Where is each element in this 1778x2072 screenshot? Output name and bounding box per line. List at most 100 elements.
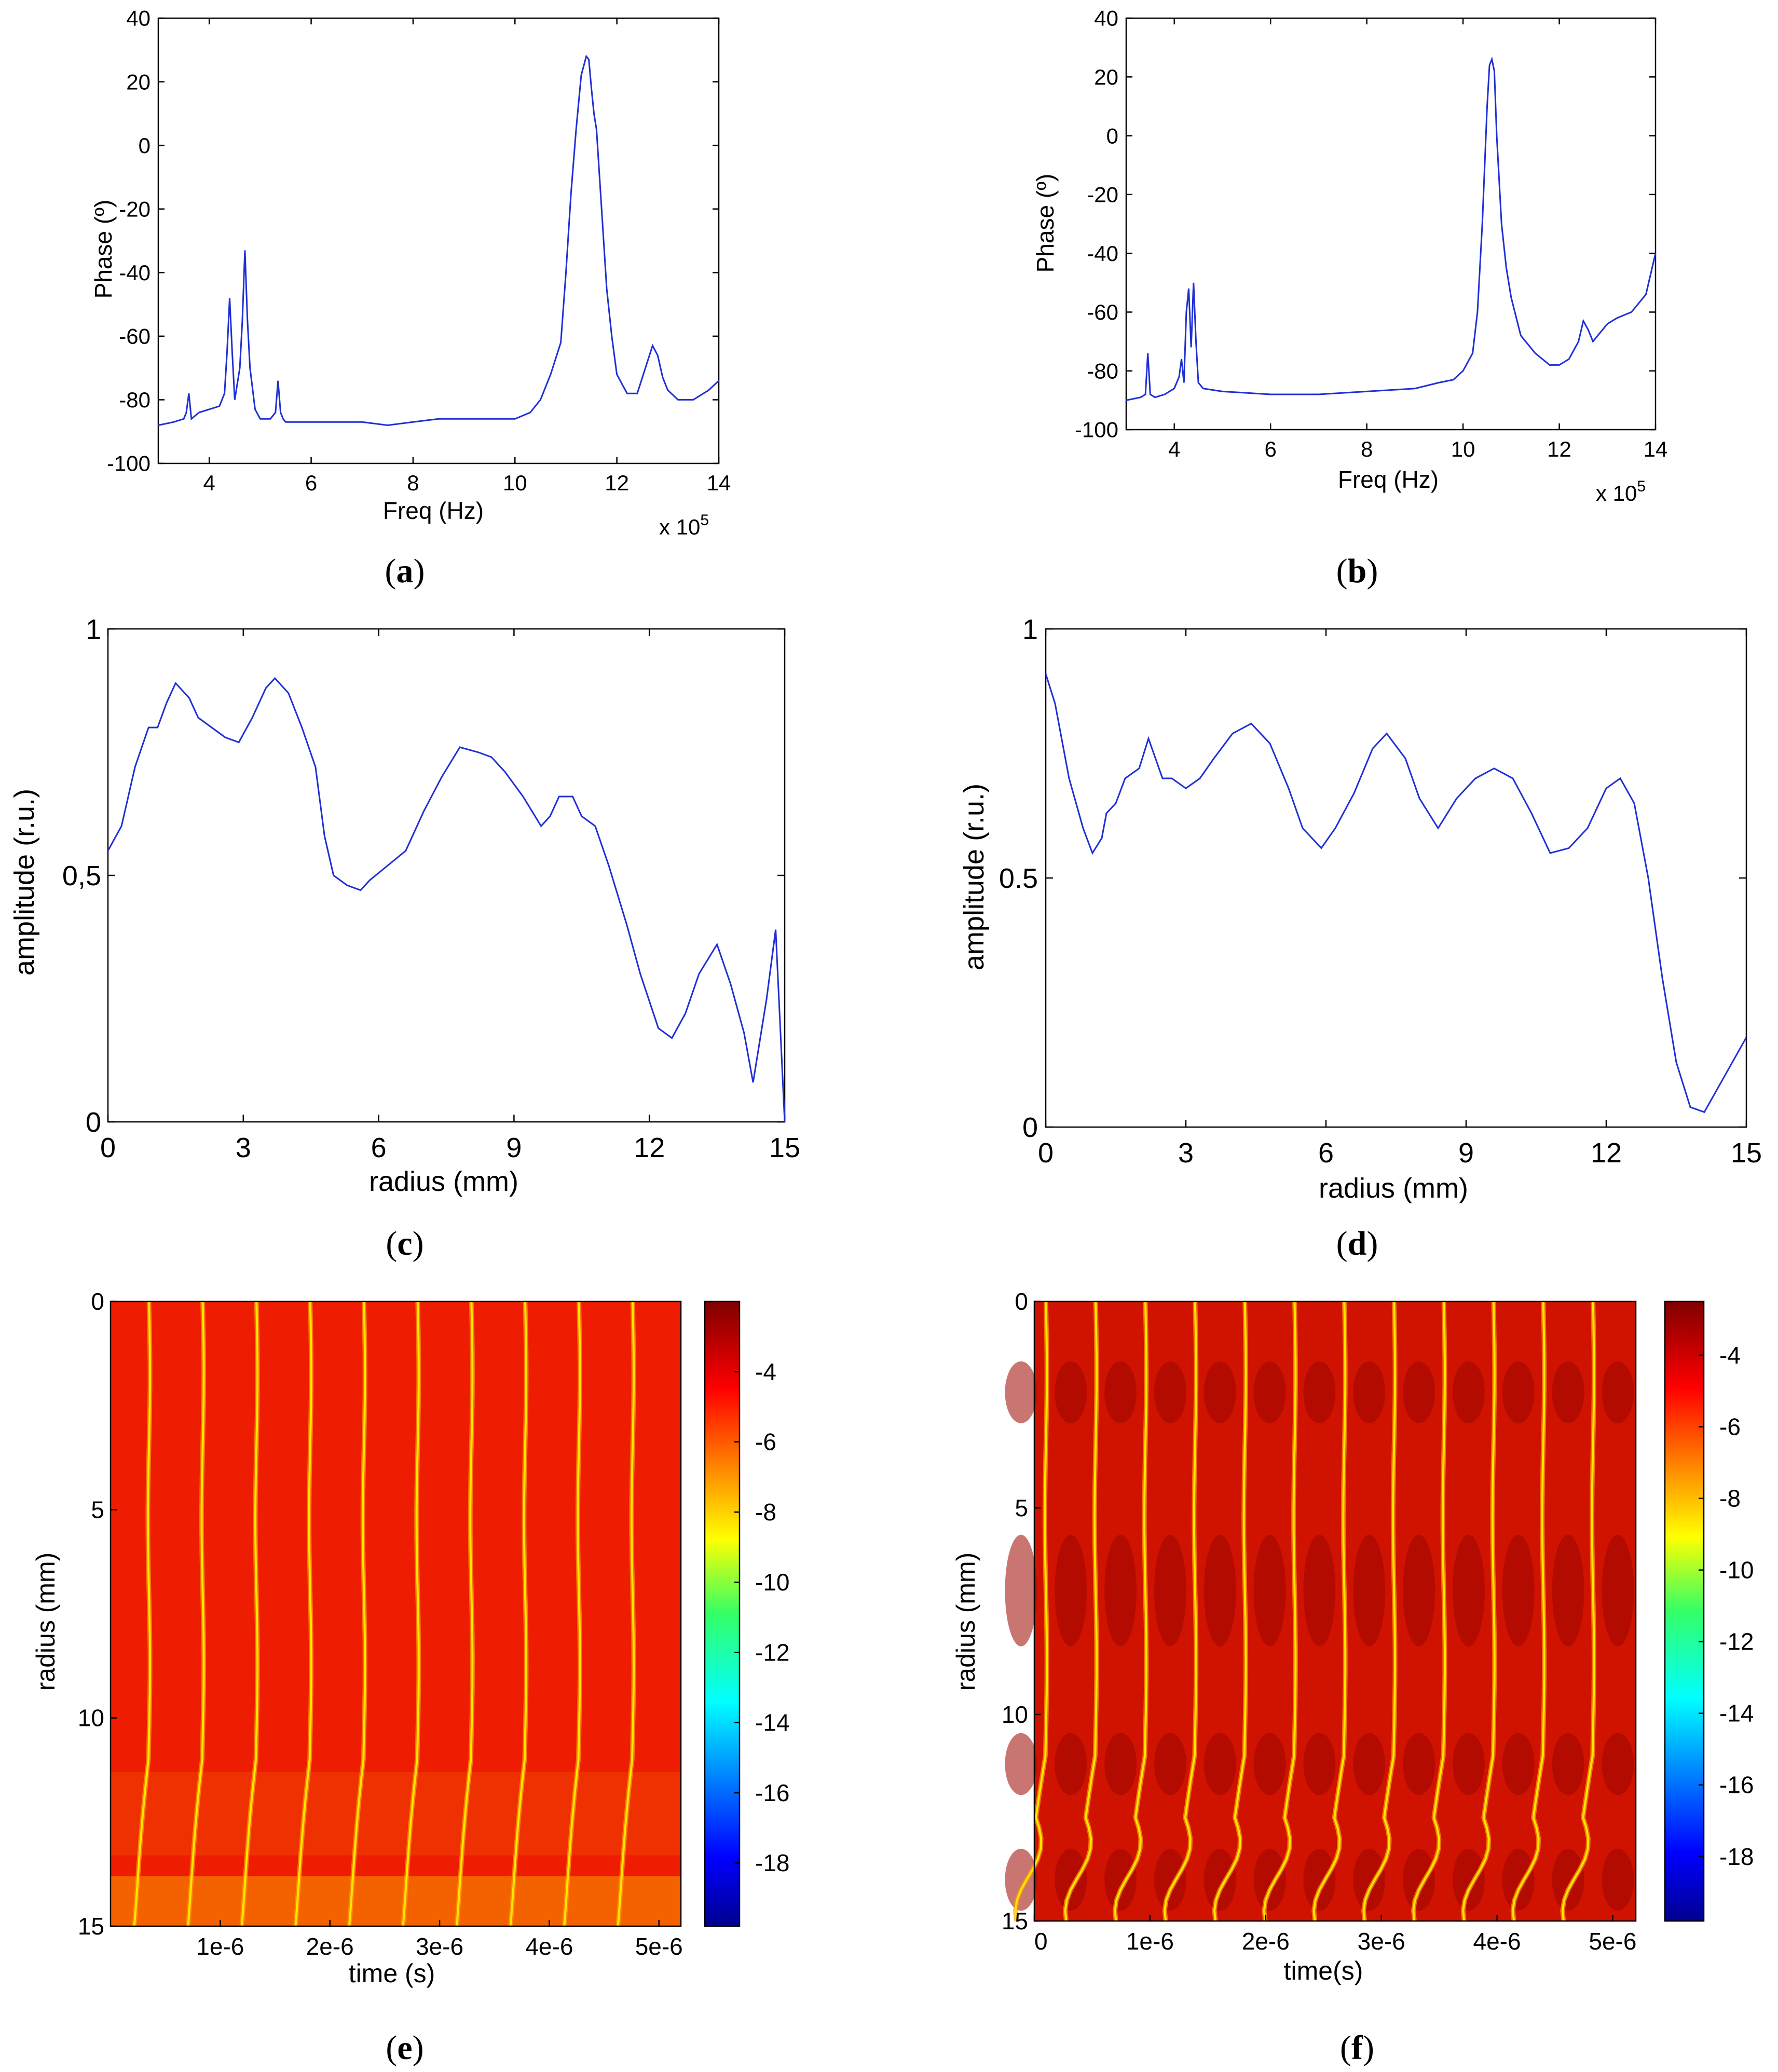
y-tick-label-b: 20 <box>1094 65 1118 89</box>
wavefront-f <box>1312 1301 1347 1922</box>
y-tick-label-a: 20 <box>126 70 151 94</box>
heatmap-band-e <box>111 1772 681 1856</box>
colorbar-tick-label-f: -16 <box>1719 1772 1754 1799</box>
wavefront-e <box>402 1301 420 1927</box>
heatmap-blob-f <box>1602 1534 1634 1646</box>
series-line-d <box>1045 673 1747 1114</box>
wavefront-f <box>1213 1301 1247 1922</box>
heatmap-blob-f <box>1303 1848 1336 1911</box>
plot-e-area: 1e-6 2e-6 3e-6 4e-6 5e-6 0 5 10 15 -4 -6 -8 -10 -12 -1… <box>78 1288 790 1960</box>
wavefront-e <box>133 1301 151 1927</box>
heatmap-blob-f <box>1203 1848 1236 1911</box>
x-tick-label-f: 5e-6 <box>1589 1928 1636 1955</box>
wavefront-e <box>187 1301 205 1927</box>
y-tick-label-f: 15 <box>1002 1908 1028 1934</box>
ylabel-c: amplitude (r.u.) <box>9 789 40 976</box>
heatmap-blob-f <box>1055 1534 1087 1646</box>
heatmap-blob-f <box>1005 1733 1037 1795</box>
exponent-power-b: 5 <box>1637 478 1646 495</box>
panel-label-a: (a) <box>385 552 425 590</box>
wavefront-e <box>294 1301 312 1927</box>
plot-frame-c <box>107 628 786 1123</box>
x-tick-label-c: 12 <box>634 1132 665 1163</box>
heatmap-blob-f <box>1154 1733 1186 1795</box>
heatmap-blob-f <box>1203 1733 1236 1795</box>
y-tick-label-f: 5 <box>1015 1494 1028 1521</box>
x-tick-label-d: 12 <box>1591 1137 1622 1169</box>
heatmap-blob-f <box>1403 1534 1435 1646</box>
heatmap-blob-f <box>1403 1848 1435 1911</box>
heatmap-frame-f <box>1033 1300 1637 1922</box>
x-tick-label-b: 6 <box>1265 437 1277 461</box>
colorbar-tick-label-e: -8 <box>755 1499 776 1526</box>
heatmap-blob-f <box>1453 1848 1485 1911</box>
heatmap-blob-f <box>1253 1733 1286 1795</box>
y-tick-label-a: 40 <box>126 6 151 31</box>
colorbar-tick-label-e: -18 <box>755 1849 789 1876</box>
plot-c-area: 0 3 6 9 12 15 0 0,5 1 <box>62 614 800 1163</box>
x-tick-label-a: 10 <box>503 471 527 495</box>
plot-d-area: 0 3 6 9 12 15 0 0.5 1 <box>999 614 1762 1169</box>
heatmap-blob-f <box>1154 1848 1186 1911</box>
y-tick-label-b: 40 <box>1094 6 1118 31</box>
heatmap-blob-f <box>1502 1848 1535 1911</box>
heatmap-blob-f <box>1055 1733 1087 1795</box>
y-tick-label-b: -20 <box>1087 183 1118 207</box>
y-tick-label-b: -80 <box>1087 359 1118 383</box>
heatmap-blob-f <box>1055 1848 1087 1911</box>
y-tick-label-b: -100 <box>1075 418 1118 442</box>
heatmap-blob-f <box>1353 1534 1386 1646</box>
x-tick-label-a: 14 <box>707 471 731 495</box>
y-tick-label-a: -100 <box>107 451 151 476</box>
panel-label-e: (e) <box>386 2029 423 2067</box>
x-tick-label-b: 14 <box>1644 437 1668 461</box>
panel-label-d: (d) <box>1336 1225 1378 1263</box>
y-tick-label-c: 0 <box>86 1107 101 1138</box>
exponent-label-b: x 105 <box>1596 478 1646 505</box>
heatmap-blob-f <box>1403 1733 1435 1795</box>
colorbar-tick-label-e: -14 <box>755 1709 789 1736</box>
heatmap-blob-f <box>1104 1361 1137 1423</box>
y-tick-label-a: -80 <box>119 388 151 412</box>
heatmap-blob-f <box>1203 1534 1236 1646</box>
heatmap-blob-f <box>1005 1848 1037 1911</box>
y-tick-label-d: 0 <box>1022 1112 1038 1143</box>
heatmap-blob-f <box>1502 1733 1535 1795</box>
x-tick-label-c: 0 <box>100 1132 116 1163</box>
wavefront-f <box>1362 1301 1397 1922</box>
panel-c: 0 3 6 9 12 15 0 0,5 1 radius (mm) amplitude (r.u… <box>9 614 800 1263</box>
heatmap-frame-e <box>110 1300 682 1927</box>
heatmap-blob-f <box>1453 1534 1485 1646</box>
wavefront-f <box>1114 1301 1147 1922</box>
colorbar-tick-label-e: -10 <box>755 1569 789 1596</box>
colorbar-tick-label-e: -6 <box>755 1429 776 1456</box>
heatmap-blob-f <box>1154 1361 1186 1423</box>
colorbar-frame-e <box>704 1300 741 1927</box>
x-tick-label-f: 1e-6 <box>1126 1928 1174 1955</box>
heatmap-blob-f <box>1303 1361 1336 1423</box>
panel-d: 0 3 6 9 12 15 0 0.5 1 radius (mm) amplitude (r.u… <box>959 614 1762 1263</box>
heatmap-blob-f <box>1154 1534 1186 1646</box>
x-tick-label-c: 6 <box>371 1132 387 1163</box>
x-tick-label-f: 4e-6 <box>1473 1928 1521 1955</box>
colorbar-tick-label-f: -14 <box>1719 1700 1754 1727</box>
x-tick-label-c: 3 <box>236 1132 251 1163</box>
colorbar-f <box>1665 1301 1704 1921</box>
wavefront-e <box>348 1301 366 1927</box>
xlabel-e: time (s) <box>349 1959 435 1988</box>
heatmap-blob-f <box>1104 1534 1137 1646</box>
y-tick-label-c: 1 <box>86 614 101 645</box>
wavefront-f <box>1064 1301 1098 1922</box>
x-tick-label-e: 2e-6 <box>306 1933 354 1960</box>
x-tick-label-b: 10 <box>1451 437 1475 461</box>
wavefront-e <box>240 1301 259 1927</box>
panel-a: 4 6 8 10 12 14 -100 -80 -60 -40 -20 0 20 40 Freq (Hz)… <box>90 6 731 590</box>
heatmap-blob-f <box>1005 1534 1037 1646</box>
xlabel-c: radius (mm) <box>369 1166 518 1197</box>
x-tick-label-c: 9 <box>506 1132 522 1163</box>
y-tick-label-d: 1 <box>1022 614 1038 645</box>
panel-f: 0 1e-6 2e-6 3e-6 4e-6 5e-6 0 5 10 15 -4 -6 -8 -10 -12 -… <box>951 1288 1754 2067</box>
y-tick-label-a: -20 <box>119 197 151 221</box>
y-tick-label-d: 0.5 <box>999 863 1038 894</box>
heatmap-noisy-band-e <box>111 1876 681 1926</box>
